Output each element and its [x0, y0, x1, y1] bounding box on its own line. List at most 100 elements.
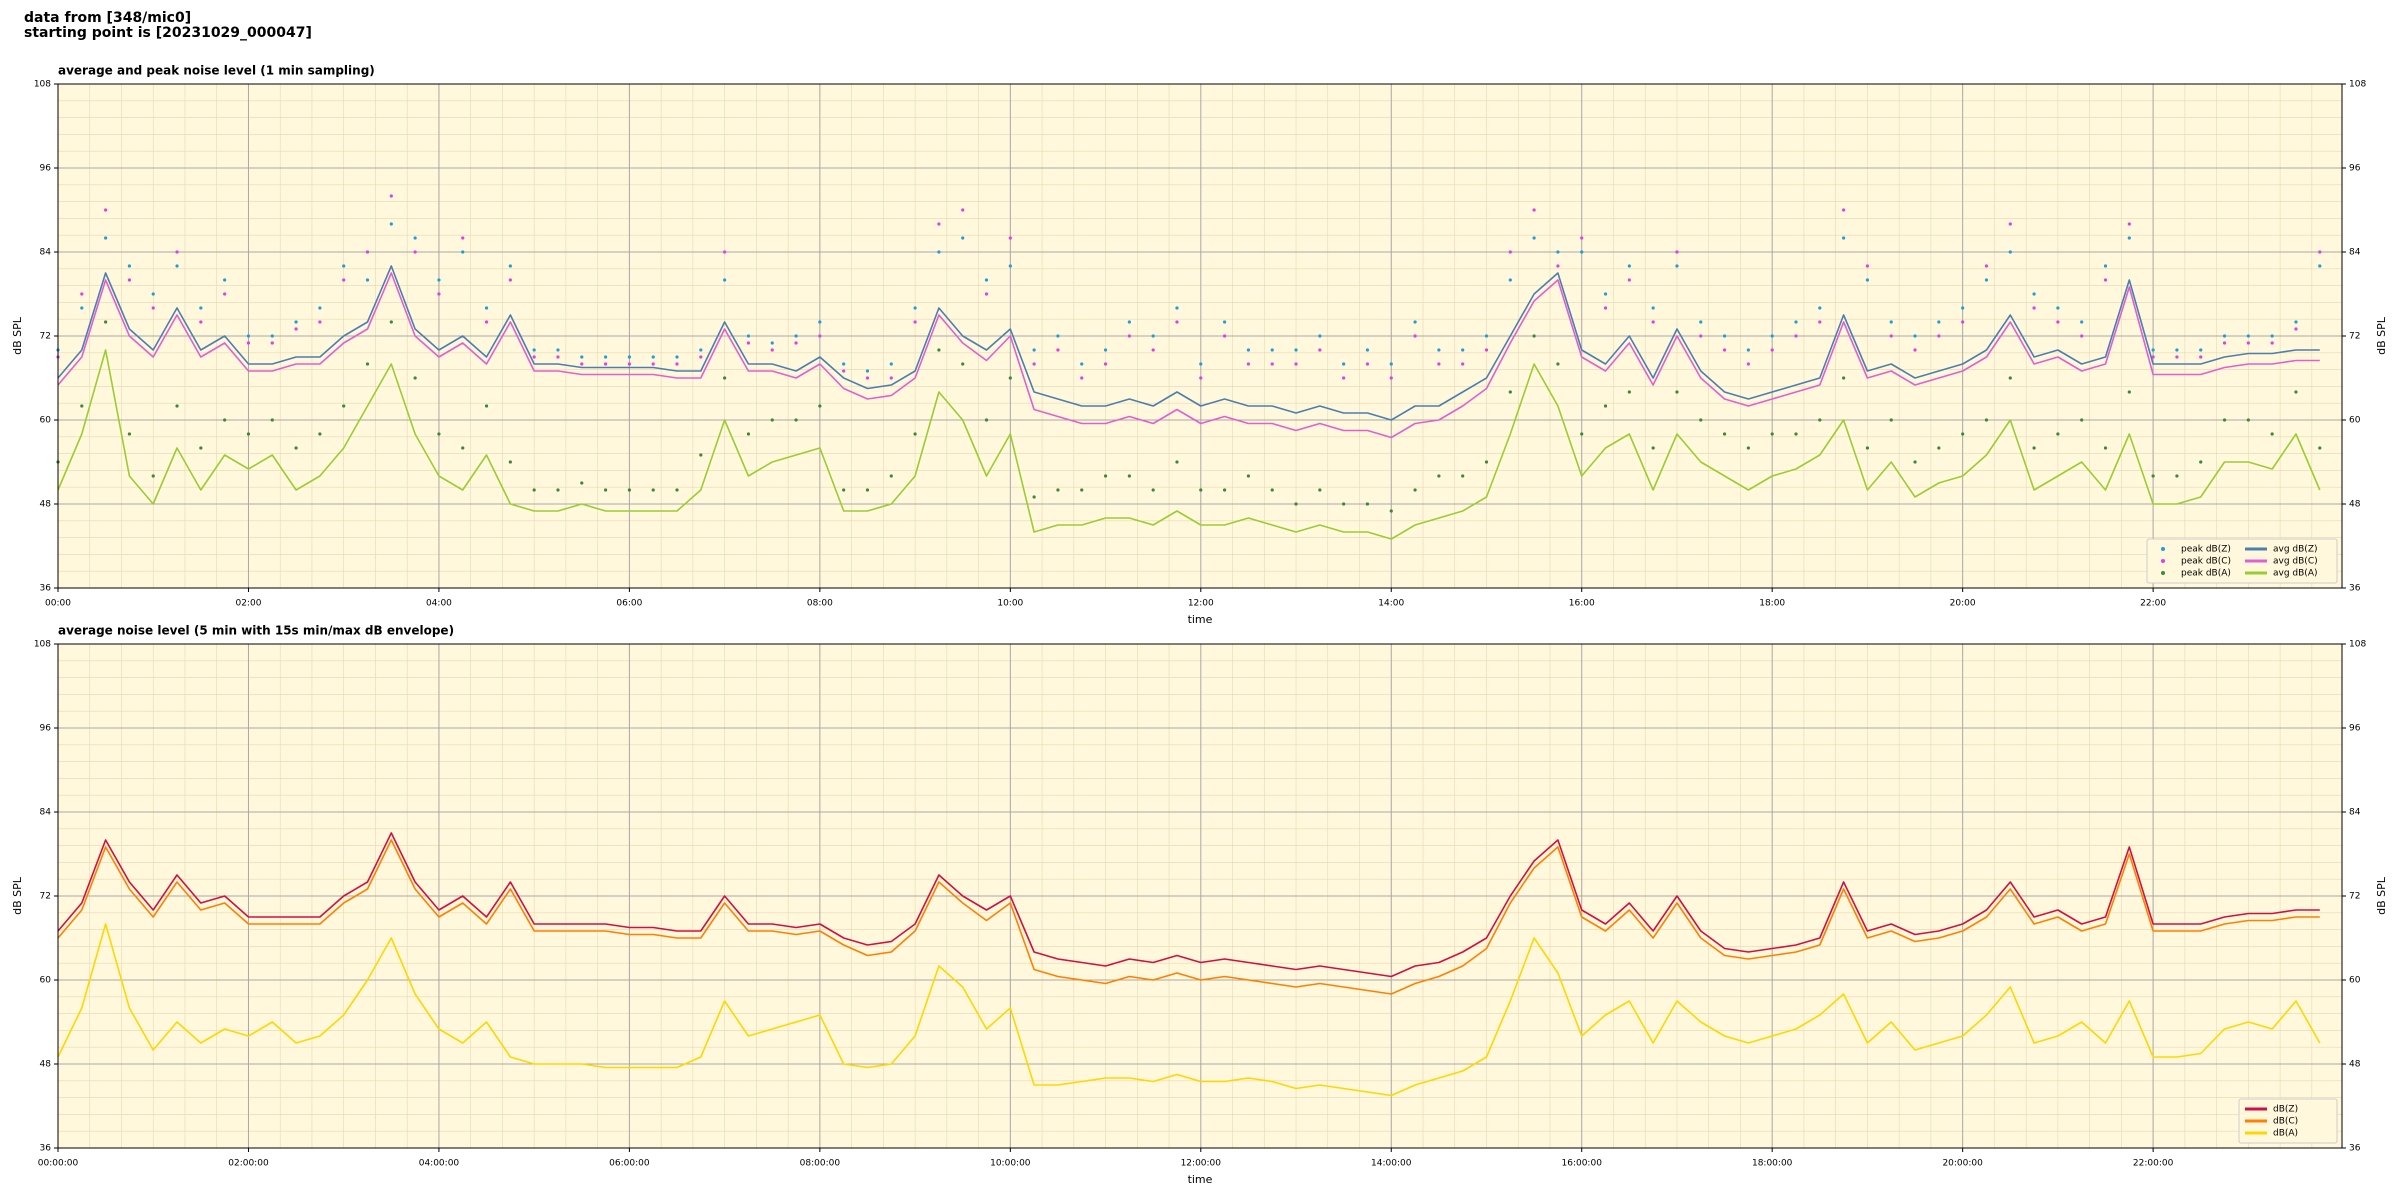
peak-dot	[151, 306, 155, 310]
peak-dot	[984, 292, 989, 296]
peak-dot	[651, 355, 655, 359]
peak-dot	[1961, 432, 1965, 436]
peak-dot	[1889, 320, 1893, 324]
legend-label: avg dB(Z)	[2273, 545, 2318, 555]
peak-dot	[770, 341, 774, 345]
peak-dot	[1627, 264, 1631, 268]
peak-dot	[2175, 348, 2179, 352]
peak-dot	[365, 250, 370, 254]
peak-dot	[2080, 418, 2084, 422]
peak-dot	[1294, 348, 1298, 352]
x-tick-label: 14:00:00	[1371, 1159, 1412, 1169]
y-axis-label: dB SPL	[11, 876, 24, 915]
peak-dot	[1056, 348, 1060, 352]
peak-dot	[413, 236, 417, 240]
peak-dot	[151, 474, 155, 478]
peak-dot	[2270, 341, 2274, 345]
peak-dot	[1127, 474, 1131, 478]
peak-dot	[1865, 446, 1870, 450]
peak-dot	[508, 278, 512, 282]
x-tick-label: 20:00	[1950, 599, 1976, 609]
x-tick-label: 14:00	[1378, 599, 1404, 609]
peak-dot	[889, 376, 893, 380]
y-tick-label: 60	[2349, 416, 2361, 426]
peak-dot	[1865, 278, 1870, 282]
peak-dot	[1889, 334, 1893, 338]
peak-dot	[2103, 278, 2108, 282]
y-tick-label: 108	[2349, 640, 2366, 650]
peak-dot	[1603, 292, 1608, 296]
peak-dot	[1318, 488, 1322, 492]
peak-dot	[1080, 362, 1084, 366]
x-tick-label: 20:00:00	[1942, 1159, 1983, 1169]
peak-dot	[1937, 320, 1941, 324]
peak-dot	[937, 250, 941, 254]
peak-dot	[818, 320, 822, 324]
peak-dot	[1437, 348, 1441, 352]
peak-dot	[746, 432, 751, 436]
peak-dot	[199, 320, 203, 324]
peak-dot	[2199, 460, 2203, 464]
legend-label: peak dB(Z)	[2181, 545, 2231, 555]
peak-dot	[1461, 362, 1465, 366]
peak-dot	[842, 362, 846, 366]
peak-dot	[1580, 432, 1584, 436]
peak-dot	[1270, 348, 1274, 352]
peak-dot	[365, 362, 370, 366]
peak-dot	[1318, 348, 1322, 352]
peak-dot	[675, 488, 679, 492]
peak-dot	[151, 292, 155, 296]
peak-dot	[1746, 446, 1750, 450]
peak-dot	[1318, 334, 1322, 338]
y-tick-label: 36	[2349, 1144, 2361, 1154]
peak-dot	[2175, 474, 2179, 478]
peak-dot	[675, 362, 679, 366]
x-tick-label: 10:00:00	[990, 1159, 1031, 1169]
y-axis-label: dB SPL	[11, 316, 24, 355]
y-tick-label: 72	[40, 892, 51, 902]
peak-dot	[1175, 320, 1179, 324]
y-tick-label: 96	[2349, 164, 2361, 174]
peak-dot	[627, 355, 631, 359]
peak-dot	[80, 404, 84, 408]
peak-dot	[1223, 488, 1227, 492]
peak-dot	[1961, 320, 1965, 324]
peak-dot	[1556, 264, 1560, 268]
peak-dot	[1151, 348, 1155, 352]
peak-dot	[437, 278, 441, 282]
peak-dot	[1032, 362, 1036, 366]
y-tick-label: 96	[2349, 724, 2361, 734]
peak-dot	[1056, 488, 1060, 492]
y-tick-label: 60	[40, 976, 52, 986]
peak-dot	[318, 306, 322, 310]
peak-dot	[913, 432, 917, 436]
peak-dot	[2127, 390, 2131, 394]
peak-dot	[1389, 376, 1393, 380]
y-tick-label: 84	[40, 808, 52, 818]
peak-dot	[127, 264, 132, 268]
peak-dot	[1842, 376, 1846, 380]
peak-dot	[2222, 334, 2227, 338]
peak-dot	[2151, 355, 2155, 359]
peak-dot	[984, 418, 989, 422]
peak-dot	[675, 355, 679, 359]
peak-dot	[318, 320, 322, 324]
peak-dot	[627, 362, 631, 366]
peak-dot	[1508, 278, 1512, 282]
peak-dot	[1937, 446, 1941, 450]
peak-dot	[365, 278, 370, 282]
peak-dot	[961, 362, 965, 366]
peak-dot	[2222, 341, 2227, 345]
peak-dot	[175, 264, 179, 268]
legend-label: avg dB(A)	[2273, 569, 2317, 579]
x-tick-label: 04:00:00	[419, 1159, 460, 1169]
peak-dot	[1199, 376, 1203, 380]
y-tick-label: 60	[40, 416, 52, 426]
peak-dot	[127, 278, 132, 282]
x-axis-label: time	[1188, 613, 1213, 626]
peak-dot	[389, 320, 393, 324]
peak-dot	[723, 250, 727, 254]
peak-dot	[1199, 362, 1203, 366]
peak-dot	[651, 362, 655, 366]
peak-dot	[1461, 348, 1465, 352]
